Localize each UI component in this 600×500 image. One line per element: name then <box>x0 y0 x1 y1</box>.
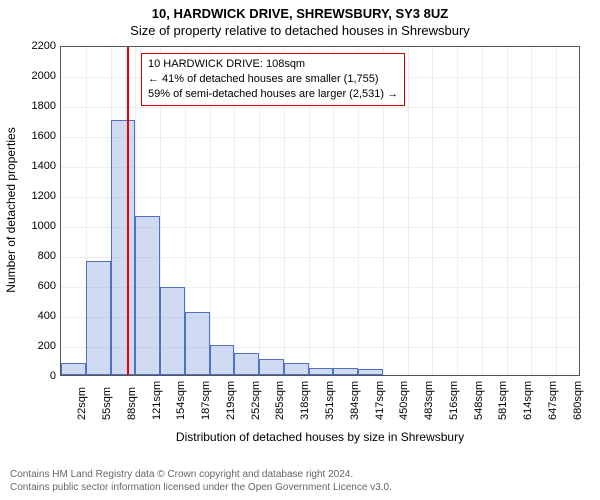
plot-wrap: 10 HARDWICK DRIVE: 108sqm← 41% of detach… <box>60 46 580 376</box>
y-tick-label: 1000 <box>22 220 56 232</box>
histogram-bar <box>284 363 309 375</box>
x-tick-label: 581sqm <box>497 381 509 420</box>
y-tick-label: 1800 <box>22 100 56 112</box>
histogram-bar <box>135 216 160 375</box>
footer-line-2: Contains public sector information licen… <box>10 482 392 495</box>
y-tick-label: 1200 <box>22 190 56 202</box>
y-tick-label: 800 <box>22 250 56 262</box>
y-tick-label: 1400 <box>22 160 56 172</box>
x-tick-label: 450sqm <box>398 381 410 420</box>
gridline-v <box>556 47 557 375</box>
y-tick-label: 200 <box>22 340 56 352</box>
x-tick-label: 154sqm <box>175 381 187 420</box>
title-main: 10, HARDWICK DRIVE, SHREWSBURY, SY3 8UZ <box>0 0 600 21</box>
histogram-bar <box>234 353 259 376</box>
y-axis-label: Number of detached properties <box>4 127 18 292</box>
histogram-bar <box>160 287 185 376</box>
gridline-v <box>482 47 483 375</box>
x-tick-label: 318sqm <box>299 381 311 420</box>
x-tick-label: 483sqm <box>423 381 435 420</box>
x-tick-label: 285sqm <box>274 381 286 420</box>
x-tick-label: 55sqm <box>101 387 113 420</box>
y-tick-label: 2200 <box>22 40 56 52</box>
x-tick-label: 384sqm <box>349 381 361 420</box>
histogram-bar <box>111 120 136 375</box>
gridline-v <box>531 47 532 375</box>
y-tick-label: 2000 <box>22 70 56 82</box>
gridline-v <box>432 47 433 375</box>
x-tick-label: 614sqm <box>522 381 534 420</box>
callout-line: 10 HARDWICK DRIVE: 108sqm <box>148 57 398 72</box>
histogram-bar <box>333 368 358 376</box>
gridline-h <box>61 197 579 198</box>
x-tick-label: 88sqm <box>126 387 138 420</box>
y-tick-label: 0 <box>22 370 56 382</box>
gridline-h <box>61 107 579 108</box>
x-tick-label: 680sqm <box>572 381 584 420</box>
histogram-bar <box>210 345 235 375</box>
x-tick-label: 252sqm <box>250 381 262 420</box>
y-axis-ticks: 0200400600800100012001400160018002000220… <box>20 46 56 376</box>
y-tick-label: 600 <box>22 280 56 292</box>
x-axis-label: Distribution of detached houses by size … <box>60 430 580 444</box>
x-tick-label: 647sqm <box>547 381 559 420</box>
callout-line: ← 41% of detached houses are smaller (1,… <box>148 72 398 87</box>
chart-container: 10, HARDWICK DRIVE, SHREWSBURY, SY3 8UZ … <box>0 0 600 500</box>
y-tick-label: 400 <box>22 310 56 322</box>
histogram-bar <box>259 359 284 376</box>
callout-box: 10 HARDWICK DRIVE: 108sqm← 41% of detach… <box>141 53 405 106</box>
x-tick-label: 516sqm <box>448 381 460 420</box>
x-axis-ticks: 22sqm 55sqm 88sqm 121sqm 154sqm 187sqm 219sqm 2… <box>60 376 580 436</box>
gridline-h <box>61 167 579 168</box>
title-sub: Size of property relative to detached ho… <box>0 21 600 38</box>
x-tick-label: 417sqm <box>374 381 386 420</box>
footer-line-1: Contains HM Land Registry data © Crown c… <box>10 469 392 482</box>
gridline-v <box>507 47 508 375</box>
x-tick-label: 351sqm <box>324 381 336 420</box>
x-tick-label: 22sqm <box>76 387 88 420</box>
histogram-bar <box>309 368 334 376</box>
histogram-bar <box>185 312 210 375</box>
gridline-v <box>408 47 409 375</box>
x-tick-label: 187sqm <box>200 381 212 420</box>
x-tick-label: 121sqm <box>151 381 163 420</box>
x-tick-label: 219sqm <box>225 381 237 420</box>
histogram-bar <box>358 369 383 375</box>
gridline-v <box>457 47 458 375</box>
gridline-h <box>61 137 579 138</box>
histogram-bar <box>61 363 86 375</box>
histogram-bar <box>86 261 111 375</box>
reference-line <box>127 47 129 375</box>
x-tick-label: 548sqm <box>473 381 485 420</box>
plot-area: 10 HARDWICK DRIVE: 108sqm← 41% of detach… <box>60 46 580 376</box>
y-tick-label: 1600 <box>22 130 56 142</box>
footer: Contains HM Land Registry data © Crown c… <box>10 469 392 494</box>
callout-line: 59% of semi-detached houses are larger (… <box>148 87 398 102</box>
